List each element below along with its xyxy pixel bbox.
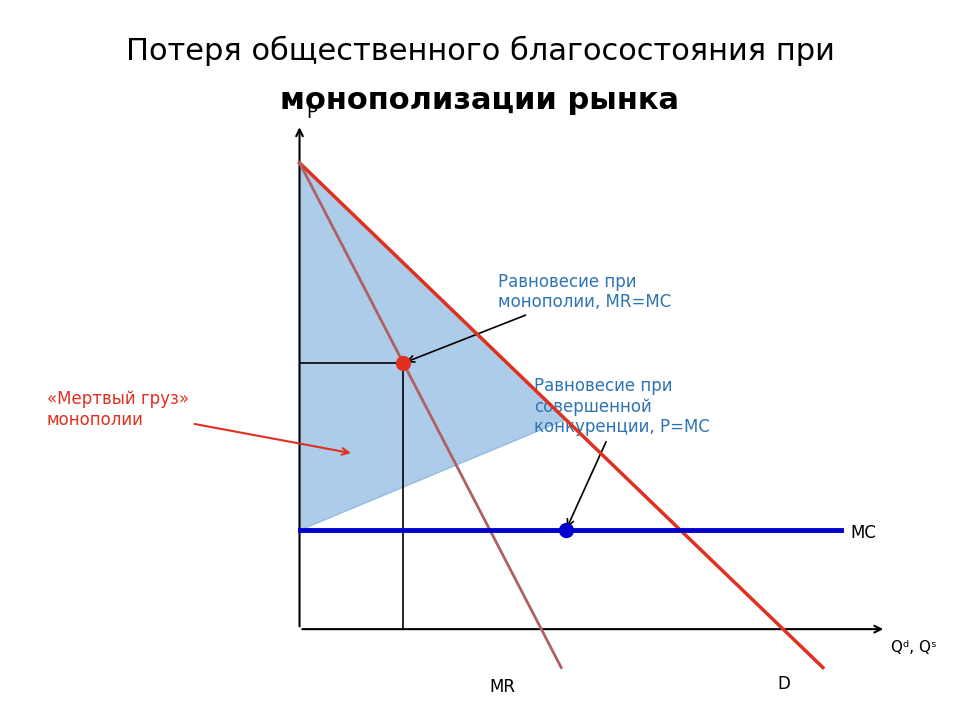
Text: Qᵈ, Qˢ: Qᵈ, Qˢ <box>891 640 936 655</box>
Text: монополизации рынка: монополизации рынка <box>280 86 680 115</box>
Text: «Мертвый груз»
монополии: «Мертвый груз» монополии <box>47 390 348 455</box>
Text: D: D <box>778 675 791 693</box>
Text: Равновесие при
совершенной
конкуренции, P=MC: Равновесие при совершенной конкуренции, … <box>534 377 710 526</box>
Text: MC: MC <box>850 524 876 542</box>
Text: Равновесие при
монополии, MR=MC: Равновесие при монополии, MR=MC <box>408 273 671 362</box>
Text: Потеря общественного благосостояния при: Потеря общественного благосостояния при <box>126 36 834 66</box>
Text: MR: MR <box>489 678 515 696</box>
Polygon shape <box>300 163 565 531</box>
Text: P: P <box>306 104 317 122</box>
